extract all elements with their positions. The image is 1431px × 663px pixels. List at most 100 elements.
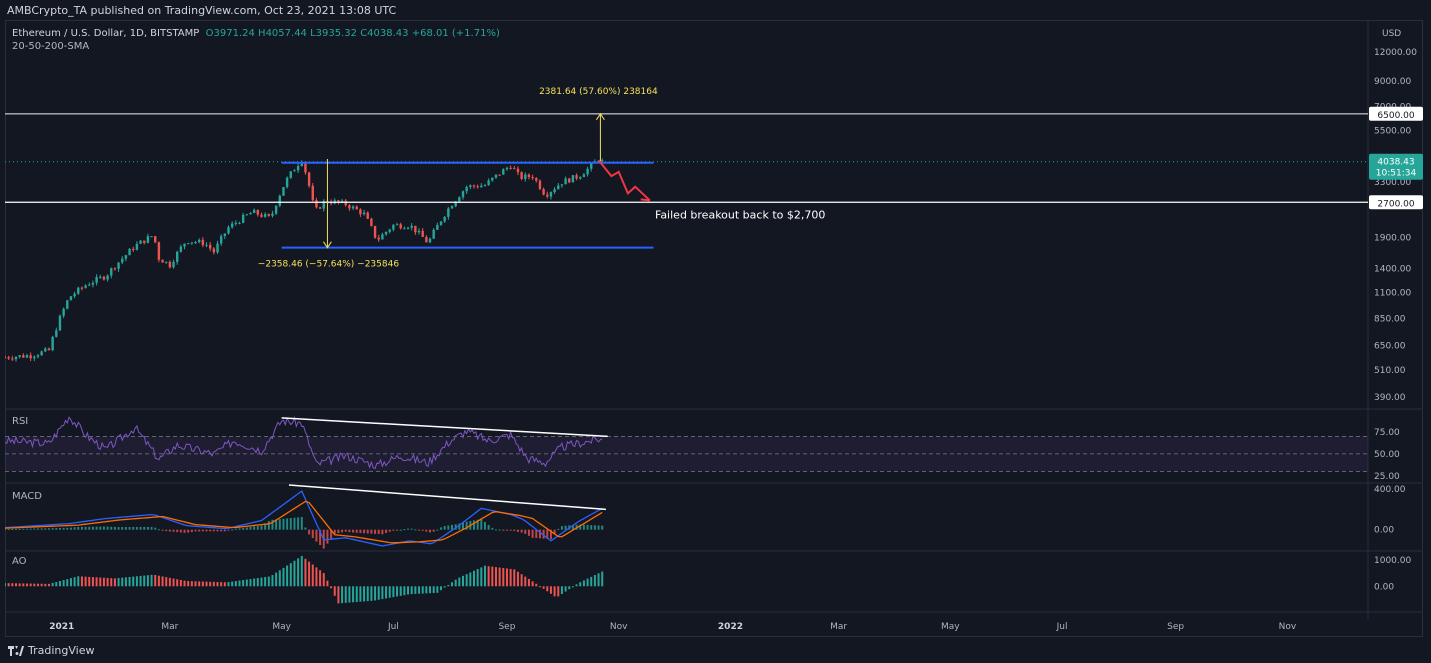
candle-body xyxy=(14,356,18,360)
measure-up-label: 2381.64 (57.60%) 238164 xyxy=(539,87,658,97)
ao-histogram-bar xyxy=(414,586,417,594)
macd-histogram-bar xyxy=(139,526,142,530)
ao-histogram-bar xyxy=(14,583,17,587)
macd-histogram-bar xyxy=(121,527,124,530)
ao-histogram-bar xyxy=(403,586,406,596)
macd-histogram-bar xyxy=(509,529,512,531)
ao-histogram-bar xyxy=(183,580,186,587)
macd-histogram-bar xyxy=(454,524,457,530)
candle-body xyxy=(84,285,87,288)
ao-histogram-bar xyxy=(135,576,138,587)
ao-histogram-bar xyxy=(454,579,457,587)
macd-histogram-bar xyxy=(157,529,160,531)
rsi-tick-label: 75.00 xyxy=(1374,428,1400,438)
candle-body xyxy=(150,236,153,238)
ao-pane-label[interactable]: AO xyxy=(12,556,27,567)
candle-body xyxy=(263,214,267,217)
candle-body xyxy=(245,214,249,216)
ao-histogram-bar xyxy=(132,576,135,587)
ao-histogram-bar xyxy=(29,583,32,587)
candle-body xyxy=(161,259,164,263)
indicator-label[interactable]: 20-50-200-SMA xyxy=(12,41,90,52)
macd-histogram-bar xyxy=(410,528,413,530)
ao-histogram-bar xyxy=(560,586,563,594)
rsi-divergence-trendline[interactable] xyxy=(281,417,608,438)
candle-body xyxy=(384,231,388,235)
candle-body xyxy=(274,205,278,214)
ao-histogram-bar xyxy=(451,582,454,587)
macd-divergence-trendline[interactable] xyxy=(288,484,606,511)
ao-histogram-bar xyxy=(297,558,300,587)
symbol-title[interactable]: Ethereum / U.S. Dollar, 1D, BITSTAMP xyxy=(12,28,200,39)
macd-histogram-bar xyxy=(531,529,534,538)
ao-histogram-bar xyxy=(344,586,347,603)
ao-histogram-bar xyxy=(487,566,490,587)
candle-body xyxy=(494,174,498,178)
macd-histogram-bar xyxy=(487,524,490,530)
ao-histogram-bar xyxy=(502,568,505,587)
candle-body xyxy=(586,168,589,175)
tradingview-footer[interactable]: TradingView xyxy=(8,644,94,657)
projection-path[interactable] xyxy=(597,159,651,202)
ao-histogram-bar xyxy=(568,586,571,590)
macd-pane-label[interactable]: MACD xyxy=(12,491,42,502)
ao-histogram-bar xyxy=(388,586,391,598)
ao-histogram-bar xyxy=(300,555,303,587)
candle-body xyxy=(208,244,212,249)
ao-histogram-bar xyxy=(22,583,25,587)
candle-body xyxy=(212,248,216,253)
macd-line[interactable] xyxy=(5,490,603,547)
chart-canvas[interactable]: 12000.009000.007000.005500.004200.003300… xyxy=(5,20,1423,637)
candle-body xyxy=(480,185,483,188)
candle-body xyxy=(601,160,604,162)
ao-histogram-bar xyxy=(117,578,120,587)
macd-histogram-bar xyxy=(146,526,149,530)
candle-body xyxy=(190,242,194,244)
candle-body xyxy=(575,175,578,179)
ao-histogram-bar xyxy=(538,586,541,588)
rsi-line[interactable] xyxy=(5,416,603,470)
macd-histogram-bar xyxy=(242,527,245,530)
macd-histogram-bar xyxy=(377,529,380,535)
macd-histogram-bar xyxy=(330,529,333,539)
candle-body xyxy=(483,185,487,187)
macd-histogram-bar xyxy=(557,528,560,530)
candle-body xyxy=(403,228,406,230)
macd-histogram-bar xyxy=(143,526,146,530)
candle-body xyxy=(362,212,366,215)
rsi-pane-label[interactable]: RSI xyxy=(12,416,29,427)
macd-histogram-bar xyxy=(586,524,589,530)
ao-histogram-bar xyxy=(377,586,380,600)
macd-histogram-bar xyxy=(69,527,72,530)
ao-histogram-bar xyxy=(198,581,201,587)
price-tick-label: 390.00 xyxy=(1374,393,1406,403)
ao-histogram-bar xyxy=(458,577,461,587)
candle-body xyxy=(216,243,219,253)
macd-histogram-bar xyxy=(443,526,446,530)
macd-histogram-bar xyxy=(553,529,556,535)
macd-histogram-bar xyxy=(135,526,138,530)
macd-signal-line[interactable] xyxy=(5,500,603,544)
ao-histogram-bar xyxy=(286,565,289,587)
candle-body xyxy=(509,167,512,169)
candle-body xyxy=(47,348,51,351)
ao-histogram-bar xyxy=(418,586,421,594)
macd-histogram-bar xyxy=(549,529,552,540)
macd-histogram-bar xyxy=(597,525,600,530)
candle-body xyxy=(121,258,124,263)
candle-body xyxy=(88,284,91,286)
macd-histogram-bar xyxy=(36,528,39,530)
candle-body xyxy=(406,227,410,229)
ao-histogram-bar xyxy=(139,575,142,587)
macd-histogram-bar xyxy=(451,524,454,530)
candle-body xyxy=(62,308,65,316)
ao-histogram-bar xyxy=(190,581,193,587)
candle-body xyxy=(186,243,190,245)
candle-body xyxy=(106,275,109,280)
ao-histogram-bar xyxy=(187,581,190,587)
candle-body xyxy=(234,222,238,224)
ao-histogram-bar xyxy=(62,580,65,587)
ao-histogram-bar xyxy=(242,580,245,587)
macd-histogram-bar xyxy=(271,519,274,530)
ao-histogram-bar xyxy=(58,581,61,587)
